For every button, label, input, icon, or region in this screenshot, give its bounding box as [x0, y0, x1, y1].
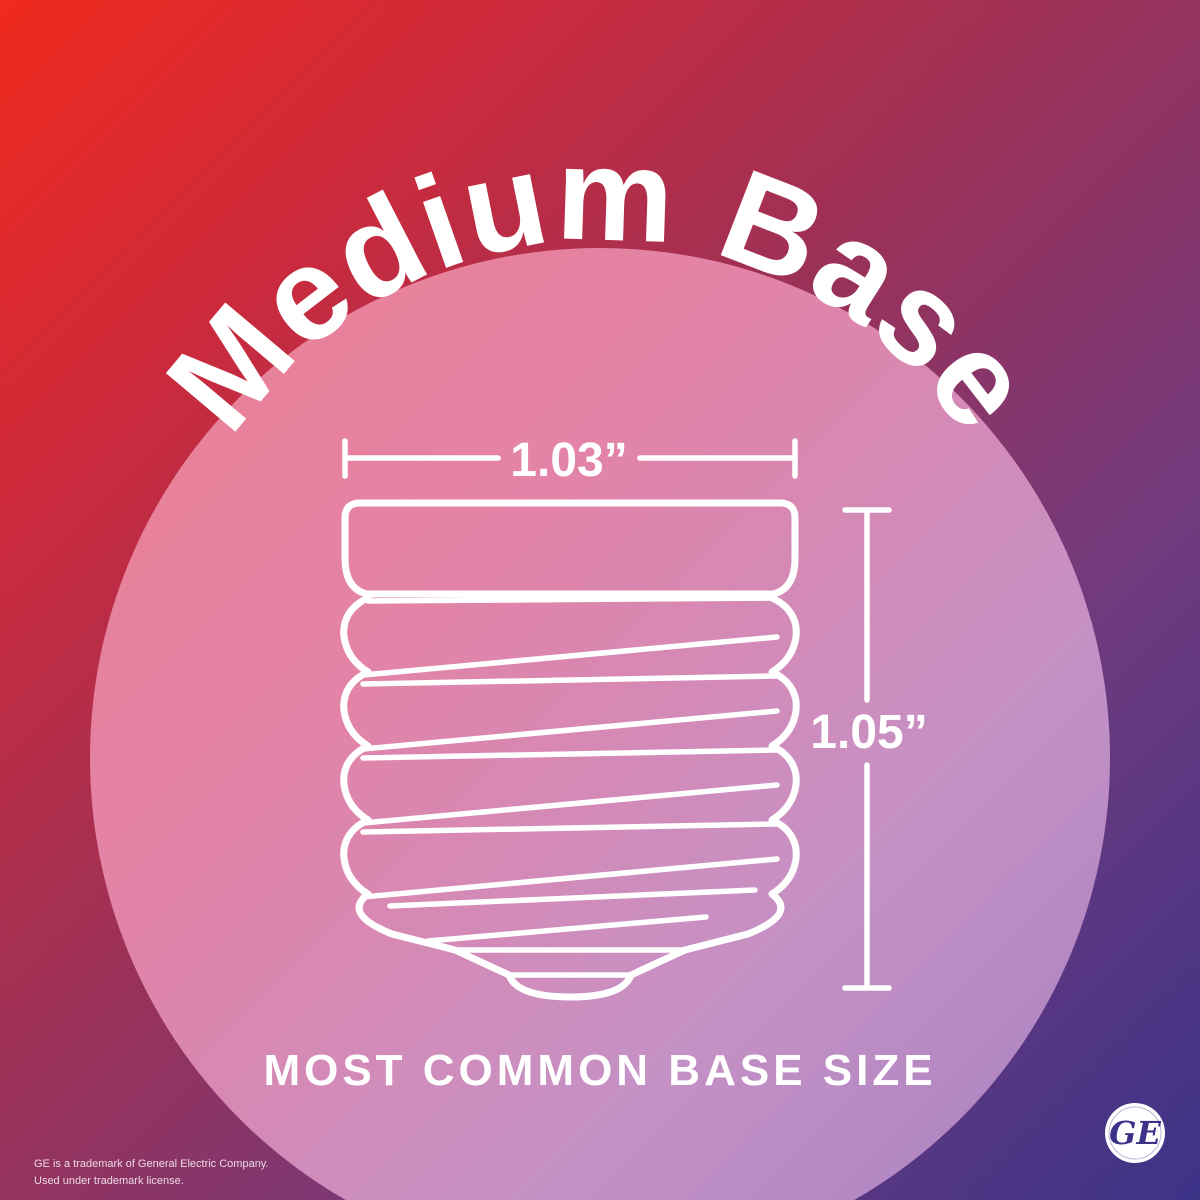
width-dimension: 1.03”	[342, 434, 798, 487]
height-dimension-line	[842, 507, 892, 991]
bulb-right-thread-edge	[681, 594, 800, 954]
highlight-circle	[90, 248, 1110, 1200]
bulb-cap-outline	[341, 499, 799, 598]
ge-logo: GE	[1103, 1101, 1167, 1165]
trademark-disclaimer-line1: GE is a trademark of General Electric Co…	[34, 1158, 269, 1170]
bulb-thread-lines	[360, 595, 780, 944]
ge-monogram-text: GE	[1109, 1114, 1161, 1152]
trademark-disclaimer-line2: Used under trademark license.	[34, 1175, 184, 1188]
logo-disc	[1105, 1103, 1165, 1163]
width-dimension-label: 1.03”	[510, 434, 627, 487]
height-dimension-label: 1.05”	[810, 706, 927, 759]
bulb-left-thread-edge	[340, 594, 459, 954]
page-title: Medium Base	[139, 119, 1063, 456]
ge-monogram-medallion: GE	[1105, 1103, 1165, 1163]
bulb-base-diagram	[340, 499, 800, 1001]
bulb-tip-outline	[451, 946, 689, 1001]
width-dimension-line	[342, 438, 798, 479]
trademark-disclaimer: GE is a trademark of General Electric Co…	[34, 1156, 269, 1190]
logo-inner-ring	[1108, 1106, 1162, 1160]
caption: MOST COMMON BASE SIZE	[263, 1046, 937, 1095]
height-dimension: 1.05”	[810, 507, 928, 991]
